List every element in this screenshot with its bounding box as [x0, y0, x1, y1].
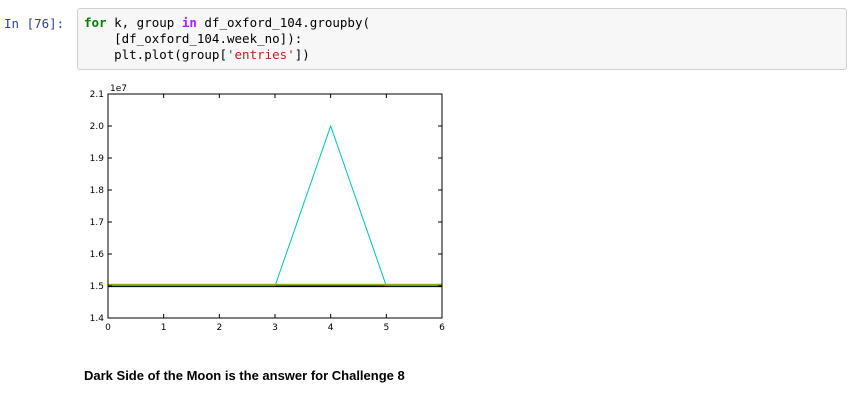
series-line-3 [108, 124, 442, 287]
y-tick-label: 1.4 [90, 314, 105, 324]
code-cell[interactable]: for k, group in df_oxford_104.groupby( [… [77, 8, 847, 70]
code-token: plt.plot(group[ [84, 47, 227, 62]
code-token: k, group [106, 15, 182, 30]
code-line[interactable]: [df_oxford_104.week_no]): [84, 31, 302, 47]
x-tick-label: 2 [216, 323, 222, 333]
x-tick-label: 0 [105, 323, 111, 333]
code-line[interactable]: plt.plot(group['entries']) [84, 47, 310, 63]
x-tick-label: 5 [383, 323, 389, 333]
x-tick-label: 1 [161, 323, 167, 333]
x-tick-label: 6 [439, 323, 445, 333]
code-line[interactable]: for k, group in df_oxford_104.groupby( [84, 15, 370, 31]
y-tick-label: 1.9 [90, 154, 105, 164]
code-token: [df_oxford_104.week_no]): [84, 31, 303, 46]
code-token: df_oxford_104.groupby( [196, 15, 370, 30]
y-tick-label: 2.1 [90, 90, 104, 100]
code-token: for [84, 15, 107, 30]
cell-prompt: In [76]: [4, 16, 65, 31]
x-tick-label: 4 [328, 323, 334, 333]
code-token: in [181, 15, 197, 30]
plot-output: 0 1 2 3 4 5 6 1.4 1.5 1.6 1.7 1.8 1.9 2.0 2.1 1e7 [70, 80, 470, 340]
y-tick-label: 2.0 [90, 122, 105, 132]
y-tick-label: 1.5 [90, 282, 104, 292]
plot-area [108, 94, 442, 318]
y-tick-label: 1.7 [90, 218, 104, 228]
code-token: 'entries' [227, 47, 295, 62]
y-tick-label: 1.6 [90, 250, 105, 260]
y-tick-label: 1.8 [90, 186, 105, 196]
x-tick-label: 3 [272, 323, 278, 333]
axis-exponent-label: 1e7 [110, 84, 127, 94]
code-token: ]) [294, 47, 310, 62]
line-chart: 0 1 2 3 4 5 6 1.4 1.5 1.6 1.7 1.8 1.9 2.0 2.1 1e7 [90, 84, 445, 333]
markdown-text: Dark Side of the Moon is the answer for … [84, 368, 405, 383]
